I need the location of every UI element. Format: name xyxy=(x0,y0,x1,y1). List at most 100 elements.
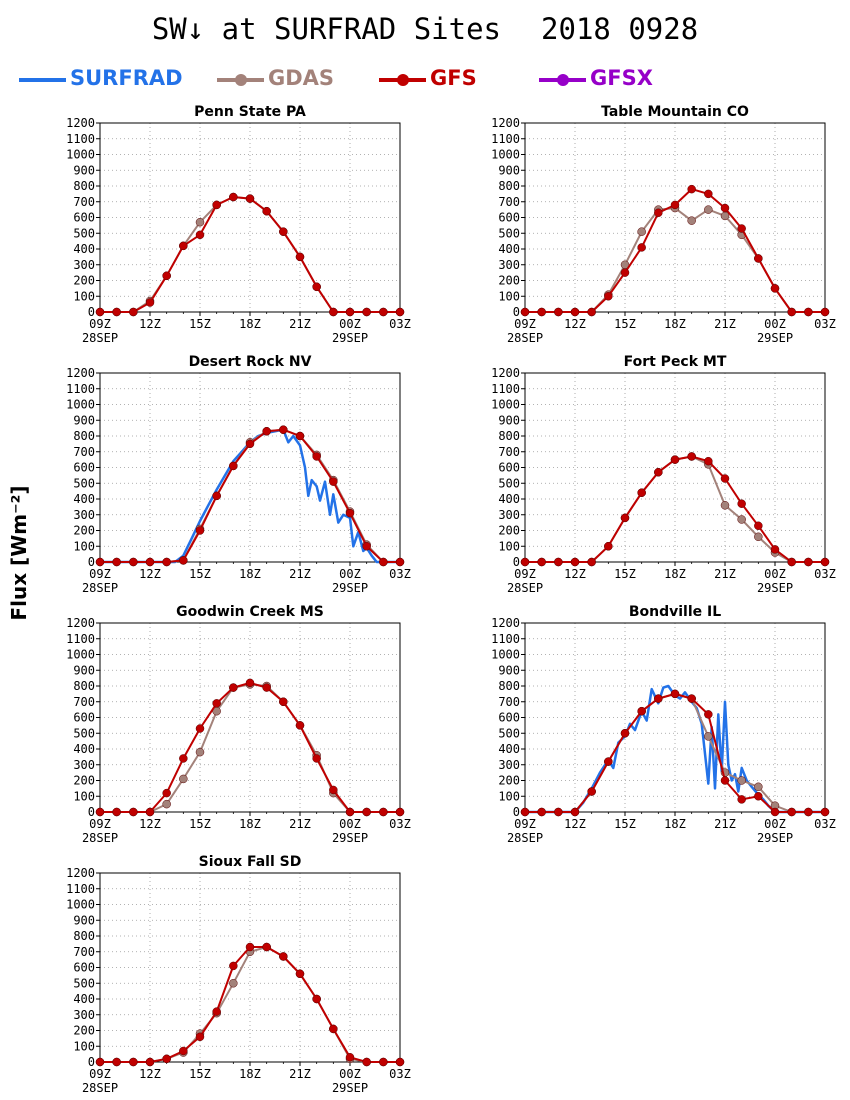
data-point-gfs xyxy=(704,189,713,199)
data-point-gfs xyxy=(329,307,338,317)
x-tick-label: 18Z xyxy=(239,1067,261,1081)
data-point-gfs xyxy=(520,557,530,567)
y-tick-label: 900 xyxy=(498,663,520,677)
data-point-gfs xyxy=(145,1057,155,1067)
data-point-gfs xyxy=(179,754,188,763)
panel-title: Fort Peck MT xyxy=(624,354,727,370)
y-tick-label: 800 xyxy=(73,179,95,193)
y-tick-label: 800 xyxy=(73,929,95,943)
panel-bondville-il: 0100200300400500600700800900100011001200… xyxy=(491,604,836,845)
x-tick-label: 09Z xyxy=(89,817,111,831)
y-tick-label: 600 xyxy=(73,211,95,225)
y-tick-label: 800 xyxy=(498,429,520,443)
y-tick-label: 900 xyxy=(498,163,520,177)
data-point-gdas xyxy=(637,227,646,236)
y-tick-label: 1200 xyxy=(66,866,95,880)
data-point-gfs xyxy=(720,776,730,785)
y-tick-label: 1200 xyxy=(66,366,95,380)
y-tick-label: 300 xyxy=(73,508,95,522)
data-point-gfs xyxy=(329,477,338,486)
data-point-gfs xyxy=(637,243,646,252)
data-point-gfs xyxy=(245,439,255,449)
y-tick-label: 300 xyxy=(498,758,520,772)
data-point-gfs xyxy=(687,694,696,703)
y-tick-label: 200 xyxy=(73,274,95,288)
data-point-gfs xyxy=(129,557,138,567)
x-tick-label: 15Z xyxy=(189,567,211,581)
data-point-gfs xyxy=(329,1024,338,1034)
y-tick-label: 500 xyxy=(73,726,95,740)
data-point-gfs xyxy=(637,488,646,497)
data-point-gfs xyxy=(687,184,696,194)
data-point-gfs xyxy=(112,307,121,317)
y-tick-label: 300 xyxy=(73,258,95,272)
data-point-gfs xyxy=(145,557,155,567)
data-point-gfs xyxy=(720,203,730,213)
data-point-gfs xyxy=(312,282,321,292)
data-point-gfs xyxy=(279,697,288,706)
data-point-gfs xyxy=(95,557,105,567)
data-point-gfs xyxy=(245,942,255,952)
data-point-gfs xyxy=(379,807,388,817)
data-point-gfs xyxy=(195,526,205,535)
y-tick-label: 700 xyxy=(498,695,520,709)
x-tick-label: 03Z xyxy=(389,1067,411,1081)
x-tick-label: 21Z xyxy=(289,567,311,581)
legend-label-gfsx: GFSX xyxy=(590,66,653,90)
data-point-gfs xyxy=(195,724,205,733)
data-point-gfs xyxy=(670,689,680,699)
y-tick-label: 1100 xyxy=(66,632,95,646)
data-point-gfs xyxy=(820,807,830,817)
data-point-gdas xyxy=(737,515,746,524)
y-tick-label: 400 xyxy=(498,492,520,506)
x-date-label: 29SEP xyxy=(757,331,793,345)
y-tick-label: 500 xyxy=(73,476,95,490)
data-point-gfs xyxy=(754,254,763,263)
data-point-gfs xyxy=(520,307,530,317)
data-point-gdas xyxy=(704,732,713,741)
y-tick-label: 600 xyxy=(73,961,95,975)
y-tick-label: 600 xyxy=(498,211,520,225)
x-tick-label: 00Z xyxy=(764,317,786,331)
data-point-gfs xyxy=(229,461,238,471)
data-point-gfs xyxy=(754,792,763,801)
x-date-label: 28SEP xyxy=(82,831,118,845)
x-date-label: 29SEP xyxy=(332,581,368,595)
y-tick-label: 1100 xyxy=(66,882,95,896)
x-tick-label: 12Z xyxy=(139,317,161,331)
x-date-label: 28SEP xyxy=(507,581,543,595)
y-tick-label: 500 xyxy=(498,476,520,490)
data-point-gfs xyxy=(295,431,305,441)
y-tick-label: 1000 xyxy=(491,648,520,662)
data-point-gfs xyxy=(345,1053,355,1062)
data-point-gfs xyxy=(212,1007,221,1016)
x-tick-label: 15Z xyxy=(614,317,636,331)
x-tick-label: 00Z xyxy=(764,567,786,581)
data-point-gfs xyxy=(554,807,563,817)
data-point-gfs xyxy=(687,452,696,461)
data-point-gfs xyxy=(395,307,405,317)
data-point-gdas xyxy=(229,979,238,988)
data-point-gfs xyxy=(620,268,630,277)
x-tick-label: 03Z xyxy=(814,317,836,331)
x-tick-label: 00Z xyxy=(339,1067,361,1081)
data-point-gdas xyxy=(195,747,205,757)
data-point-gfs xyxy=(262,942,271,952)
x-tick-label: 09Z xyxy=(89,317,111,331)
y-tick-label: 700 xyxy=(73,195,95,209)
y-tick-label: 600 xyxy=(498,711,520,725)
y-tick-label: 600 xyxy=(498,461,520,475)
y-tick-label: 700 xyxy=(73,695,95,709)
data-point-gfs xyxy=(587,307,596,317)
x-tick-label: 12Z xyxy=(139,817,161,831)
data-point-gfs xyxy=(162,788,171,798)
y-tick-label: 400 xyxy=(498,742,520,756)
data-point-gfs xyxy=(820,307,830,317)
data-point-gfs xyxy=(129,807,138,817)
y-tick-label: 0 xyxy=(88,805,95,819)
y-tick-label: 1000 xyxy=(491,398,520,412)
data-point-gfs xyxy=(362,542,371,551)
x-date-label: 28SEP xyxy=(507,831,543,845)
data-point-gfs xyxy=(345,508,355,518)
x-tick-label: 12Z xyxy=(564,817,586,831)
